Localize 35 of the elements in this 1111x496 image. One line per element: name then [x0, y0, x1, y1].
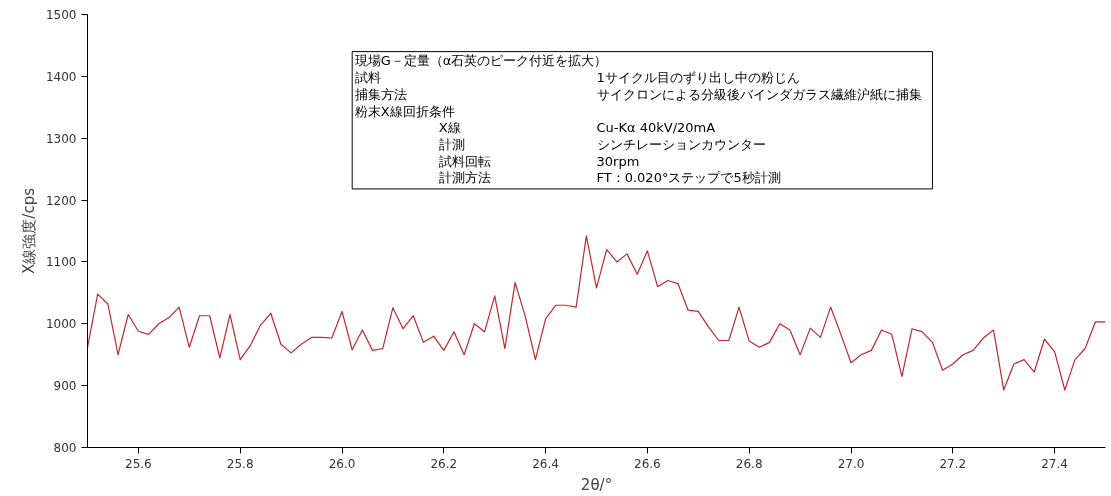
annotation: 捕集方法	[354, 86, 407, 102]
x-tick-label: 26.2	[430, 456, 458, 471]
y-tick-label: 1300	[45, 131, 77, 146]
x-tick-label: 26.4	[532, 456, 559, 471]
annotation: X線	[438, 120, 461, 136]
x-tick-label: 27.0	[837, 456, 865, 471]
x-tick-label: 26.6	[634, 456, 661, 471]
line-series	[87, 235, 1106, 391]
x-tick-label: 27.4	[1041, 456, 1068, 471]
y-tick-label: 1500	[45, 8, 77, 22]
annotation: FT：0.020°ステップで5秒計測	[596, 170, 781, 186]
y-tick-label: 900	[53, 379, 77, 394]
y-tick-label: 1000	[45, 317, 77, 332]
annotation: 計測	[438, 136, 465, 152]
annotation: 試料回転	[438, 153, 491, 169]
x-tick-label: 26.0	[328, 456, 356, 471]
y-tick-label: 1100	[45, 255, 77, 270]
annotation: 30rpm	[596, 153, 640, 169]
x-tick-label: 26.8	[735, 456, 763, 471]
annotation: Cu-Kα 40kV/20mA	[596, 120, 716, 136]
y-tick-label: 1200	[45, 193, 77, 208]
y-tick-label: 1400	[45, 69, 77, 84]
y-tick-label: 800	[53, 441, 77, 455]
x-tick-label: 25.8	[226, 456, 254, 471]
x-axis-title: 2θ/°	[580, 475, 613, 494]
annotation: サイクロンによる分級後バインダガラス繊維沪紙に捕集	[596, 86, 922, 102]
annotation: 試料	[354, 70, 381, 86]
annotation: 粉末X線回折条件	[354, 103, 455, 119]
x-tick-label: 27.2	[939, 456, 967, 471]
x-tick-label: 25.6	[125, 456, 152, 471]
annotation: 現場G－定量（α石英のピーク付近を拡大）	[354, 53, 608, 69]
y-axis-title: X線強度/cps	[19, 187, 38, 274]
annotation: 計測方法	[438, 170, 491, 186]
annotation: シンチレーションカウンター	[596, 136, 766, 152]
annotation: 1サイクル目のずり出し中の粉じん	[596, 70, 800, 86]
